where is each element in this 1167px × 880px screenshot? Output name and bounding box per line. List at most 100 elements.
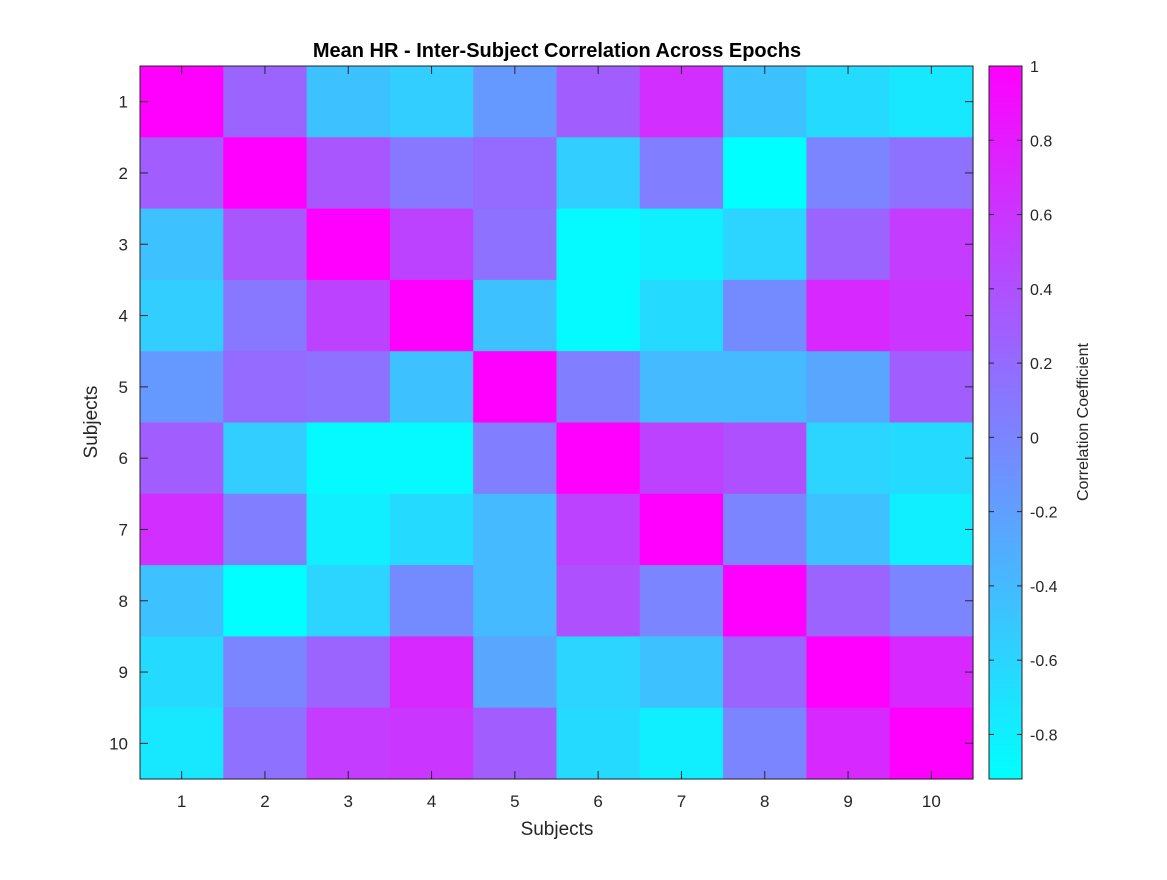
x-tick-label: 5	[510, 792, 519, 811]
heatmap-cell	[723, 422, 807, 495]
heatmap-cell	[140, 565, 224, 637]
x-tick-label: 9	[843, 792, 852, 811]
heatmap-cell	[556, 493, 641, 566]
heatmap-cell	[806, 208, 891, 281]
colorbar-tick-label: -0.4	[1030, 579, 1058, 596]
heatmap-cell	[639, 279, 724, 352]
x-tick-label: 4	[427, 792, 436, 811]
heatmap-cell	[889, 493, 974, 566]
heatmap-cell	[723, 137, 807, 210]
heatmap-cell	[556, 351, 641, 424]
heatmap-cell	[473, 66, 558, 138]
heatmap-cell	[806, 279, 891, 352]
heatmap-cell	[306, 493, 391, 566]
y-tick-label: 10	[109, 734, 128, 753]
heatmap-cell	[306, 279, 391, 352]
x-tick-label: 10	[922, 792, 941, 811]
heatmap-cell	[639, 66, 724, 138]
heatmap-cell	[140, 137, 224, 210]
heatmap-cell	[223, 636, 308, 709]
heatmap-cell	[723, 279, 807, 352]
colorbar-tick-label: 0.2	[1030, 356, 1052, 373]
colorbar: -0.8 -0.6 -0.4 -0.2 0 0.2 0.4 0.6 0.8 1	[988, 59, 1058, 780]
heatmap-cell	[140, 351, 224, 424]
heatmap-cell	[639, 636, 724, 709]
heatmap-cell	[723, 493, 807, 566]
heatmap-cell	[306, 422, 391, 495]
heatmap-cell	[723, 636, 807, 709]
colorbar-tick-label: -0.8	[1030, 727, 1058, 744]
heatmap-cell	[556, 707, 641, 780]
heatmap-cell	[306, 351, 391, 424]
heatmap-cell	[639, 493, 724, 566]
heatmap-cell	[389, 707, 474, 780]
heatmap-cell	[223, 493, 308, 566]
heatmap-cell	[389, 493, 474, 566]
heatmap-cell	[389, 565, 474, 637]
colorbar-tick-label: 0.8	[1030, 133, 1052, 150]
x-tick-label: 1	[177, 792, 186, 811]
heatmap-cell	[889, 422, 974, 495]
heatmap-cell	[140, 707, 224, 780]
heatmap-cell	[389, 208, 474, 281]
heatmap-cell	[806, 351, 891, 424]
heatmap-cell	[889, 66, 974, 138]
heatmap-cell	[223, 208, 308, 281]
chart-title: Mean HR - Inter-Subject Correlation Acro…	[313, 40, 801, 62]
heatmap-cells	[140, 66, 974, 780]
heatmap-cell	[223, 279, 308, 352]
colorbar-label: Correlation Coefficient	[1075, 342, 1092, 501]
heatmap-cell	[639, 565, 724, 637]
heatmap-cell	[806, 66, 891, 138]
heatmap-cell	[389, 351, 474, 424]
heatmap-cell	[140, 208, 224, 281]
heatmap-cell	[556, 279, 641, 352]
heatmap-cell	[556, 636, 641, 709]
heatmap-cell	[723, 565, 807, 637]
heatmap-cell	[473, 636, 558, 709]
y-tick-label: 2	[119, 164, 128, 183]
x-tick-label: 6	[593, 792, 602, 811]
colorbar-tick-label: 0	[1030, 430, 1039, 447]
heatmap-cell	[806, 636, 891, 709]
heatmap-cell	[639, 422, 724, 495]
y-tick-label: 8	[119, 592, 128, 611]
heatmap-cell	[223, 66, 308, 138]
heatmap-cell	[889, 707, 974, 780]
heatmap-cell	[889, 565, 974, 637]
heatmap-cell	[306, 565, 391, 637]
heatmap-cell	[556, 137, 641, 210]
heatmap-cell	[140, 422, 224, 495]
heatmap-cell	[889, 279, 974, 352]
heatmap-cell	[889, 137, 974, 210]
heatmap-cell	[806, 707, 891, 780]
heatmap-cell	[140, 493, 224, 566]
heatmap-cell	[223, 351, 308, 424]
y-tick-label: 7	[119, 520, 128, 539]
heatmap-cell	[639, 351, 724, 424]
heatmap-cell	[140, 66, 224, 138]
heatmap-cell	[389, 137, 474, 210]
heatmap-cell	[306, 66, 391, 138]
colorbar-tick-label: 0.6	[1030, 208, 1052, 225]
y-axis-label: Subjects	[81, 386, 102, 459]
heatmap-cell	[389, 636, 474, 709]
heatmap-cell	[806, 565, 891, 637]
heatmap-cell	[140, 636, 224, 709]
heatmap-cell	[473, 208, 558, 281]
heatmap-cell	[389, 279, 474, 352]
heatmap-cell	[889, 208, 974, 281]
heatmap-cell	[639, 707, 724, 780]
colorbar-gradient	[988, 65, 1023, 780]
colorbar-tick-label: 1	[1030, 59, 1039, 76]
heatmap-cell	[556, 208, 641, 281]
heatmap-cell	[639, 137, 724, 210]
colorbar-tick-label: -0.6	[1030, 653, 1058, 670]
heatmap-cell	[639, 208, 724, 281]
x-tick-label: 8	[760, 792, 769, 811]
heatmap-cell	[723, 208, 807, 281]
heatmap-cell	[473, 279, 558, 352]
heatmap-cell	[389, 66, 474, 138]
